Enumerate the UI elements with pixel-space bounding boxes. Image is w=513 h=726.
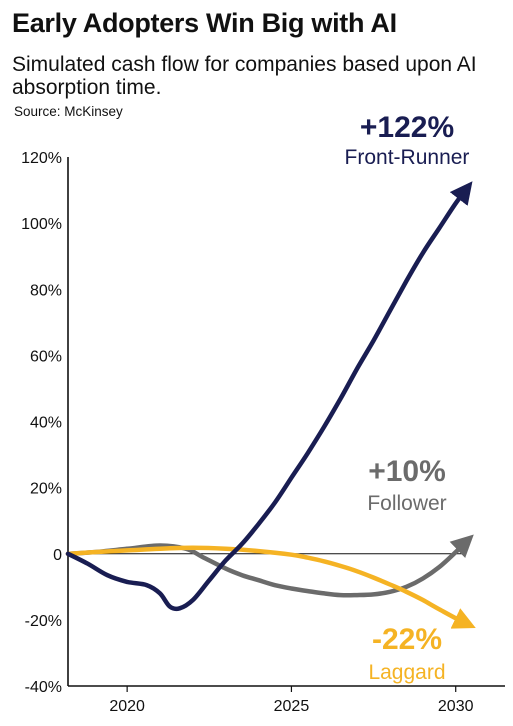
series-lines bbox=[65, 181, 476, 629]
end-value-laggard: -22% bbox=[372, 623, 442, 656]
y-tick-label: 100% bbox=[21, 216, 62, 233]
chart-source: Source: McKinsey bbox=[14, 104, 123, 119]
series-name-follower: Follower bbox=[367, 492, 446, 515]
chart-title: Early Adopters Win Big with AI bbox=[12, 8, 397, 38]
y-tick-label: 0 bbox=[53, 547, 62, 564]
series-end-labels: +122%Front-Runner +10% Follower -22% Laggard bbox=[345, 111, 470, 684]
y-tick-label: 80% bbox=[30, 282, 62, 299]
chart-subtitle: Simulated cash flow for companies based … bbox=[12, 53, 477, 99]
y-tick-label: 40% bbox=[30, 415, 62, 432]
y-tick-label: 20% bbox=[30, 481, 62, 498]
x-tick-label: 2025 bbox=[274, 698, 310, 715]
y-tick-label: 60% bbox=[30, 348, 62, 365]
y-tick-label: -20% bbox=[25, 613, 62, 630]
x-tick-label: 2020 bbox=[109, 698, 145, 715]
series-name-front-runner: Front-Runner bbox=[345, 146, 470, 169]
series-line-front-runner bbox=[65, 181, 473, 612]
series-line-laggard bbox=[65, 545, 476, 629]
y-tick-label: 120% bbox=[21, 150, 62, 167]
end-value-front-runner: +122% bbox=[360, 111, 454, 144]
end-value-follower: +10% bbox=[368, 455, 446, 488]
series-name-laggard: Laggard bbox=[368, 661, 445, 684]
axes: -40% -20% 0 20% 40% 60% 80% 100% 120% 2020 2025 203… bbox=[21, 150, 505, 715]
x-tick-label: 2030 bbox=[438, 698, 474, 715]
y-tick-label: -40% bbox=[25, 679, 62, 696]
